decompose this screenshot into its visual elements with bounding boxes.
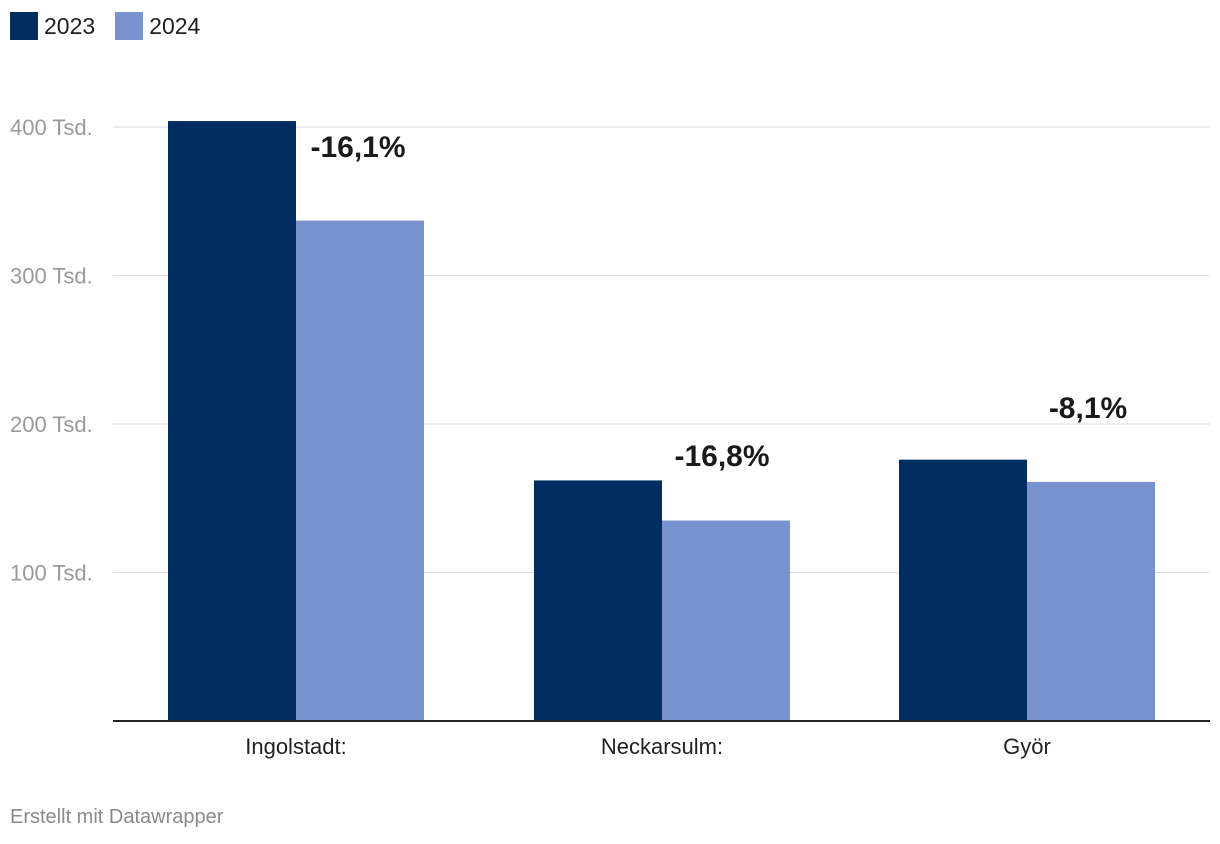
bar-2024-1 <box>662 520 790 721</box>
y-tick-label: 200 Tsd. <box>10 412 93 437</box>
change-annotation: -16,1% <box>310 131 405 164</box>
legend-item-2023: 2023 <box>10 12 95 40</box>
y-tick-label: 300 Tsd. <box>10 264 93 289</box>
bar-2023-2 <box>899 459 1027 721</box>
legend-item-2024: 2024 <box>115 12 200 40</box>
chart-legend: 2023 2024 <box>10 12 200 40</box>
bar-2024-2 <box>1027 481 1155 721</box>
x-tick-label: Neckarsulm: <box>601 734 723 759</box>
change-annotation: -16,8% <box>674 440 769 473</box>
bar-2023-0 <box>168 121 296 721</box>
footer-credit: Erstellt mit Datawrapper <box>10 806 224 828</box>
legend-label-2024: 2024 <box>149 12 201 39</box>
x-tick-label: Ingolstadt: <box>245 734 347 759</box>
legend-label-2023: 2023 <box>44 12 96 39</box>
legend-swatch-2024 <box>115 12 144 40</box>
bar-2023-1 <box>534 480 662 721</box>
change-annotation: -8,1% <box>1049 392 1127 425</box>
legend-swatch-2023 <box>10 12 38 40</box>
x-tick-label: Györ <box>1003 734 1051 759</box>
bar-2024-0 <box>296 220 424 721</box>
y-tick-label: 400 Tsd. <box>10 115 93 140</box>
y-tick-label: 100 Tsd. <box>10 561 93 586</box>
